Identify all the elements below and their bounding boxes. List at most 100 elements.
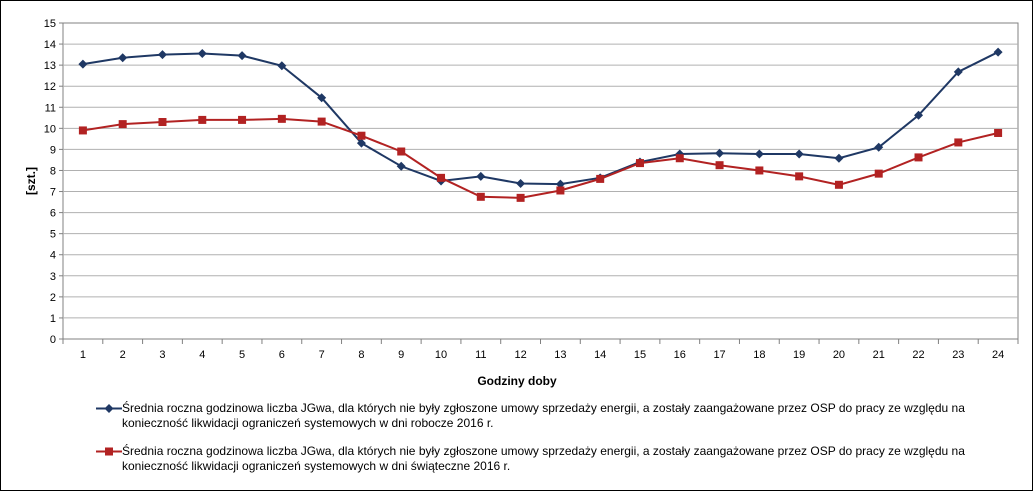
y-tick-label: 6: [50, 208, 56, 220]
data-point: [914, 110, 924, 120]
data-point: [356, 138, 366, 148]
y-tick-label: 2: [50, 292, 56, 304]
x-axis-ticks: 1 2 3 4 5 6 7 8 9 10 11 12 13 14 15 16 17 18 19 20 21 22 23 24: [62, 339, 1019, 361]
data-point: [993, 47, 1003, 57]
legend-label-series-1: Średnia roczna godzinowa liczba JGwa, dl…: [122, 401, 965, 430]
data-point: [317, 93, 327, 103]
x-tick-label: 11: [475, 349, 486, 361]
y-tick-label: 12: [44, 81, 56, 93]
data-point: [755, 166, 764, 175]
data-point: [715, 161, 724, 170]
x-tick-label: 5: [239, 349, 245, 361]
data-point: [953, 67, 963, 77]
data-point: [277, 61, 287, 71]
x-tick-label: 16: [674, 349, 686, 361]
x-tick-label: 14: [594, 349, 606, 361]
y-tick-label: 15: [44, 18, 56, 30]
data-point: [635, 159, 644, 168]
x-tick-label: 17: [713, 349, 725, 361]
x-tick-label: 12: [514, 349, 526, 361]
legend-entry-series-1: Średnia roczna godzinowa liczba JGwa, dl…: [96, 401, 982, 431]
data-point: [157, 50, 167, 60]
data-point: [197, 49, 207, 59]
x-tick-label: 2: [120, 349, 126, 361]
x-tick-label: 4: [199, 349, 205, 361]
data-point: [118, 53, 128, 63]
series-2: [78, 114, 1003, 202]
data-point: [874, 142, 884, 152]
x-tick-label: 23: [952, 349, 964, 361]
x-tick-label: 21: [873, 349, 885, 361]
data-point: [476, 192, 485, 201]
x-tick-label: 24: [992, 349, 1004, 361]
y-axis-title: [szt.]: [24, 167, 38, 195]
data-point: [397, 147, 406, 156]
x-tick-label: 18: [753, 349, 765, 361]
y-tick-label: 14: [44, 39, 56, 51]
data-point: [317, 117, 326, 126]
series-layer: [78, 47, 1003, 202]
data-point: [556, 186, 565, 195]
data-point: [238, 115, 247, 124]
data-point: [516, 193, 525, 202]
data-point: [914, 153, 923, 162]
x-tick-label: 9: [398, 349, 404, 361]
legend-label-series-2: Średnia roczna godzinowa liczba JGwa, dl…: [122, 444, 965, 473]
legend-entry-series-2: Średnia roczna godzinowa liczba JGwa, dl…: [96, 444, 982, 474]
x-tick-label: 20: [833, 349, 845, 361]
data-point: [357, 131, 366, 140]
x-tick-label: 10: [435, 349, 447, 361]
x-axis-title: Godziny doby: [477, 374, 557, 388]
legend-key-series-2: [96, 444, 122, 459]
plot-area: [62, 22, 1019, 340]
y-tick-label: 7: [50, 187, 56, 199]
data-point: [158, 118, 167, 127]
data-point: [516, 179, 526, 189]
legend-key-series-1: [96, 401, 122, 416]
x-tick-label: 1: [80, 349, 86, 361]
y-tick-label: 10: [44, 123, 56, 135]
data-point: [437, 173, 446, 182]
y-tick-label: 5: [50, 229, 56, 241]
data-point: [754, 149, 764, 159]
y-tick-label: 3: [50, 271, 56, 283]
x-tick-label: 6: [279, 349, 285, 361]
x-tick-label: 15: [634, 349, 646, 361]
data-point: [795, 172, 804, 181]
gridlines: [63, 43, 1018, 319]
data-point: [118, 120, 127, 129]
data-point: [715, 148, 725, 158]
data-point: [277, 114, 286, 123]
x-tick-label: 7: [319, 349, 325, 361]
data-point: [396, 161, 406, 171]
data-point: [237, 51, 247, 61]
data-point: [794, 149, 804, 159]
data-point: [78, 59, 88, 69]
data-point: [834, 180, 843, 189]
y-tick-label: 0: [50, 334, 56, 346]
data-point: [198, 115, 207, 124]
y-tick-label: 8: [50, 165, 56, 177]
series-line: [82, 51, 999, 186]
data-point: [954, 138, 963, 147]
x-tick-label: 19: [793, 349, 805, 361]
y-tick-label: 9: [50, 144, 56, 156]
y-tick-label: 4: [50, 250, 56, 262]
y-tick-label: 13: [44, 60, 56, 72]
data-point: [834, 153, 844, 163]
data-point: [596, 174, 605, 183]
data-point: [874, 169, 883, 178]
x-tick-label: 8: [358, 349, 364, 361]
y-tick-label: 11: [45, 102, 56, 114]
data-point: [994, 128, 1003, 137]
x-tick-label: 22: [912, 349, 924, 361]
data-point: [555, 179, 565, 189]
data-point: [675, 154, 684, 163]
data-point: [78, 126, 87, 135]
x-tick-label: 13: [554, 349, 566, 361]
series-line: [82, 117, 999, 199]
data-point: [476, 171, 486, 181]
